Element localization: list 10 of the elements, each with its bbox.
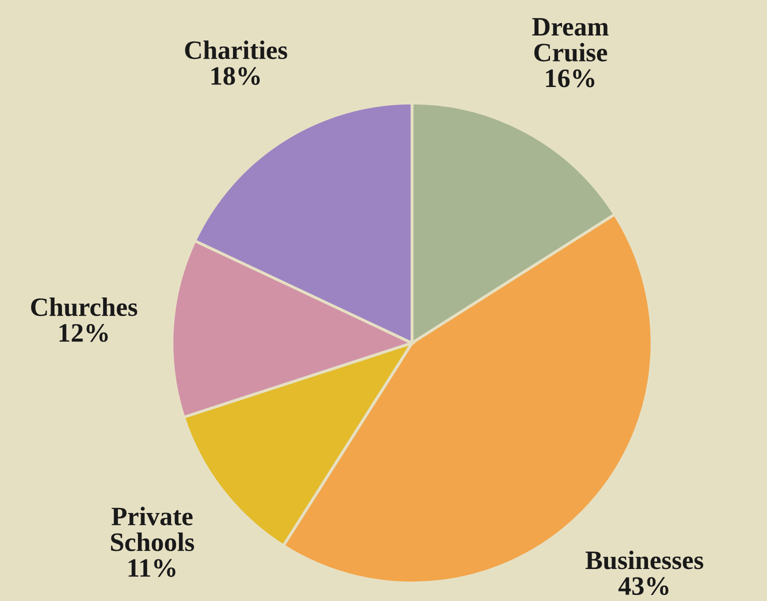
data-label: 16% — [546, 69, 594, 88]
data-label: 11% — [128, 559, 176, 577]
slice-label: Charities — [185, 40, 288, 60]
slice-label: Private Schools — [111, 506, 194, 552]
data-label: 12% — [60, 324, 108, 342]
data-label: 18% — [212, 67, 260, 85]
slice-label: Dream Cruise — [532, 18, 609, 62]
data-label: 43% — [618, 577, 668, 596]
slice-label: Churches — [31, 298, 138, 316]
slice-label: Businesses — [586, 550, 704, 570]
